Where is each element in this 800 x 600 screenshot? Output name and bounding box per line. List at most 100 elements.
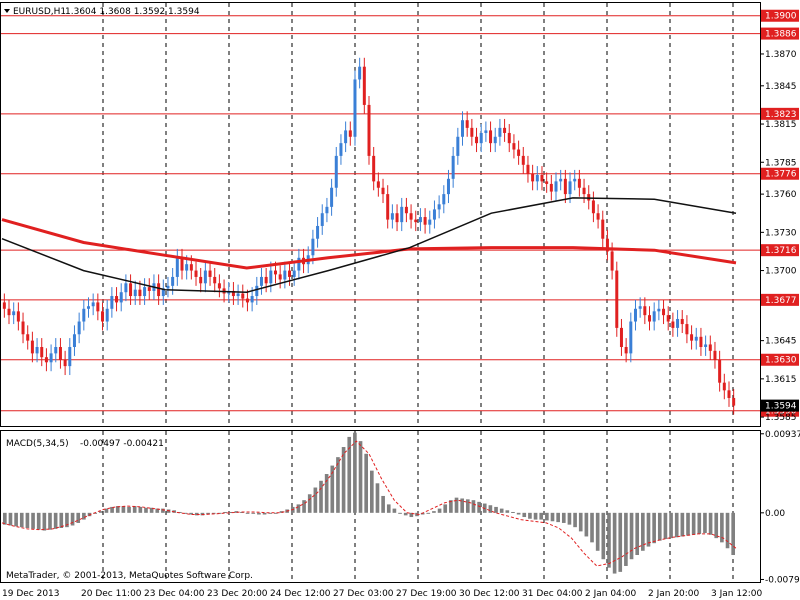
candle-body [629,322,632,354]
candle-body [695,337,698,341]
candle-body [681,319,684,324]
candle-body [564,179,567,194]
macd-bar [82,513,86,520]
candle-body [643,306,646,315]
macd-bar [263,513,267,515]
macd-bar [601,513,605,559]
candle-body [180,258,183,271]
candle-body [325,207,328,213]
candle-body [26,334,29,340]
macd-bar [297,504,301,512]
macd-bar [522,513,526,517]
candle-body [330,188,333,207]
candle-body [157,283,160,296]
candle-body [400,207,403,222]
candle-body [36,347,39,353]
macd-bar [37,513,41,530]
candle-body [620,328,623,347]
macd-bar [618,513,622,572]
macd-bar [387,504,391,512]
candle-body [204,271,207,284]
candle-body [597,213,600,219]
macd-bar [14,513,18,526]
candle-body [540,175,543,181]
candle-body [475,137,478,143]
macd-bar [568,513,572,525]
macd-bar [257,513,261,515]
macd-bar [319,481,323,513]
candle-body [410,213,413,219]
price-level-label: 1.3900 [765,12,797,22]
candle-body [143,287,146,296]
candle-body [124,283,127,292]
macd-bar [122,506,126,513]
macd-bar [647,513,651,547]
macd-bar [607,513,611,568]
candle-body [433,209,436,219]
macd-bar [438,509,442,513]
candle-body [727,390,730,398]
price-level-label: 1.3886 [765,30,797,40]
price-level-label: 1.3716 [765,246,797,256]
macd-bar [370,471,374,513]
candle-body [40,347,43,357]
copyright-text: MetaTrader, © 2001-2013, MetaQuotes Soft… [6,571,253,581]
candle-body [517,150,520,156]
candle-body [704,344,707,347]
macd-bar [539,513,543,520]
price-level-label: 1.3776 [765,170,797,180]
candle-body [92,302,95,306]
macd-bar [443,504,447,512]
candle-body [45,357,48,362]
candle-body [110,296,113,309]
candle-body [498,128,501,137]
candle-body [555,181,558,191]
macd-bar [20,513,24,527]
candle-body [601,220,604,239]
price-tick-label: 1.3700 [765,267,797,277]
price-tick-label: 1.3645 [765,337,797,347]
macd-bar [686,513,690,536]
candle-body [559,179,562,182]
macd-bar [652,513,656,543]
candle-body [54,347,57,353]
macd-bar [43,513,47,531]
macd-bar [545,513,549,521]
candle-body [382,188,385,194]
candle-body [461,120,464,137]
candle-body [452,156,455,179]
candle-body [685,324,688,334]
macd-bar [697,513,701,534]
macd-bar [325,474,329,513]
price-tick-label: 1.3785 [765,158,797,168]
price-tick-label: 1.3870 [765,50,797,60]
macd-bar [669,513,673,538]
candle-body [648,315,651,321]
time-tick-label: 24 Dec 12:00 [270,589,331,599]
candle-body [82,309,85,322]
candle-body [166,286,169,289]
candle-body [573,179,576,182]
candle-body [428,220,431,225]
time-tick-label: 27 Dec 03:00 [333,589,394,599]
macd-bar [472,500,476,513]
macd-bar [161,509,165,513]
candle-body [671,322,674,328]
macd-bar [353,433,357,513]
candle-body [339,143,342,156]
candle-body [64,360,67,366]
chart-header[interactable]: EURUSD,H1 1.3604 1.3608 1.3592 1.3594 [4,7,200,17]
macd-bar [596,513,600,551]
candle-body [344,130,347,143]
candle-body [503,128,506,133]
candle-body [246,299,249,303]
macd-bar [54,513,58,529]
time-tick-label: 3 Jan 12:00 [711,589,763,599]
macd-bar [731,513,735,555]
candle-body [31,341,34,354]
macd-bar [314,488,318,513]
macd-bar [48,513,52,530]
candle-body [120,292,123,302]
candle-body [269,271,272,284]
